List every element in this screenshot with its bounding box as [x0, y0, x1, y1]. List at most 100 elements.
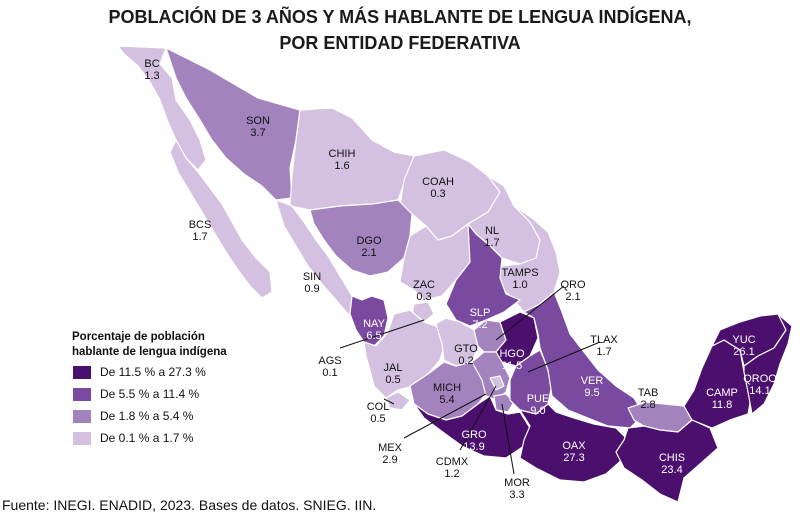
legend-item: De 1.8 % a 5.4 % — [72, 406, 272, 426]
state-label-col: COL 0.5 — [367, 401, 390, 425]
leader-line-mor — [501, 403, 515, 475]
state-label-tlax: TLAX 1.7 — [590, 334, 618, 358]
state-slp — [445, 223, 521, 327]
legend-swatch — [72, 386, 92, 402]
state-value: 3.3 — [509, 489, 524, 501]
state-label-tab: TAB 2.8 — [638, 387, 659, 411]
legend-swatch — [72, 364, 92, 380]
leader-line-tlax — [527, 341, 601, 373]
state-label-bcs: BCS 1.7 — [189, 219, 212, 243]
state-abbr: MICH — [433, 382, 461, 394]
state-value: 2.1 — [361, 247, 376, 259]
state-label-nay: NAY 6.5 — [363, 318, 385, 342]
state-abbr: QROO — [743, 373, 777, 385]
state-label-mex: MEX 2.9 — [378, 442, 403, 466]
state-son — [165, 47, 301, 201]
state-value: 26.1 — [733, 346, 754, 358]
state-value: 9.5 — [584, 387, 599, 399]
state-abbr: NAY — [363, 318, 385, 330]
legend-item: De 0.1 % a 1.7 % — [72, 428, 272, 448]
state-value: 2.8 — [640, 399, 655, 411]
state-abbr: VER — [581, 375, 604, 387]
state-label-son: SON 3.7 — [246, 115, 270, 139]
state-value: 5.4 — [439, 394, 454, 406]
state-value: 2.9 — [382, 454, 397, 466]
legend-label: De 11.5 % a 27.3 % — [100, 365, 206, 379]
state-abbr: YUC — [732, 334, 755, 346]
state-label-chis: CHIS 23.4 — [659, 452, 685, 476]
state-abbr: TAB — [638, 387, 659, 399]
leader-line-cdmx — [459, 385, 497, 451]
legend: Porcentaje de población hablante de leng… — [72, 330, 272, 448]
state-label-gto: GTO 0.2 — [454, 343, 478, 367]
state-col — [385, 391, 411, 411]
state-abbr: MOR — [504, 477, 530, 489]
state-label-ags: AGS 0.1 — [318, 355, 341, 379]
state-label-coah: COAH 0.3 — [422, 176, 454, 200]
state-value: 14.1 — [749, 385, 770, 397]
state-value: 23.4 — [661, 464, 682, 476]
leader-line-ags — [339, 319, 425, 349]
state-label-yuc: YUC 26.1 — [732, 334, 755, 358]
state-label-bc: BC 1.3 — [144, 58, 159, 82]
state-abbr: COL — [367, 401, 390, 413]
state-label-qroo: QROO 14.1 — [743, 373, 777, 397]
state-abbr: OAX — [562, 440, 586, 452]
state-value: 1.0 — [512, 279, 527, 291]
state-abbr: TAMPS — [501, 267, 538, 279]
source-footer: Fuente: INEGI. ENADID, 2023. Bases de da… — [2, 497, 377, 513]
state-abbr: ZAC — [413, 279, 435, 291]
state-label-mich: MICH 5.4 — [433, 382, 461, 406]
leader-line-qro — [495, 285, 565, 341]
state-abbr: CHIS — [659, 452, 685, 464]
state-label-sin: SIN 0.9 — [303, 271, 321, 295]
state-abbr: COAH — [422, 176, 454, 188]
leader-line-mex — [403, 393, 487, 439]
leader-line-col — [383, 398, 395, 405]
legend-label: De 1.8 % a 5.4 % — [100, 409, 194, 423]
state-value: 0.3 — [430, 188, 445, 200]
state-abbr: TLAX — [590, 334, 618, 346]
legend-swatch — [72, 408, 92, 424]
state-label-tamps: TAMPS 1.0 — [501, 267, 538, 291]
state-abbr: BCS — [189, 219, 212, 231]
state-abbr: GRO — [461, 429, 487, 441]
state-mor — [493, 393, 515, 413]
state-abbr: CAMP — [706, 387, 738, 399]
state-label-gro: GRO 13.9 — [461, 429, 487, 453]
state-value: 1.3 — [144, 70, 159, 82]
state-value: 0.1 — [322, 367, 337, 379]
state-abbr: AGS — [318, 355, 341, 367]
state-label-nl: NL 1.7 — [484, 225, 499, 249]
state-bc — [117, 45, 207, 171]
state-gro — [413, 395, 531, 459]
map-title-line2: POR ENTIDAD FEDERATIVA — [279, 33, 521, 53]
state-value: 1.7 — [596, 346, 611, 358]
state-value: 1.7 — [192, 231, 207, 243]
state-label-qro: QRO 2.1 — [560, 279, 586, 303]
state-value: 0.9 — [304, 283, 319, 295]
map-title: POBLACIÓN DE 3 AÑOS Y MÁS HABLANTE DE LE… — [0, 4, 800, 56]
state-chis — [615, 419, 719, 503]
state-value: 1.6 — [334, 160, 349, 172]
state-value: 3.7 — [250, 127, 265, 139]
state-bcs — [169, 139, 273, 299]
state-dgo — [309, 199, 413, 277]
state-abbr: MEX — [378, 442, 403, 454]
state-value: 0.5 — [370, 413, 385, 425]
state-label-dgo: DGO 2.1 — [356, 235, 382, 259]
state-label-ver: VER 9.5 — [581, 375, 604, 399]
map-title-line1: POBLACIÓN DE 3 AÑOS Y MÁS HABLANTE DE LE… — [108, 7, 692, 27]
legend-item: De 5.5 % a 11.4 % — [72, 384, 272, 404]
state-abbr: NL — [485, 225, 499, 237]
state-value: 0.5 — [385, 374, 400, 386]
state-label-chih: CHIH 1.6 — [329, 148, 356, 172]
state-abbr: SON — [246, 115, 270, 127]
state-value: 0.3 — [416, 291, 431, 303]
state-value: 11.8 — [712, 399, 733, 411]
state-value: 7.2 — [472, 319, 487, 331]
state-abbr: DGO — [356, 235, 382, 247]
legend-swatch — [72, 430, 92, 446]
legend-label: De 5.5 % a 11.4 % — [100, 387, 200, 401]
